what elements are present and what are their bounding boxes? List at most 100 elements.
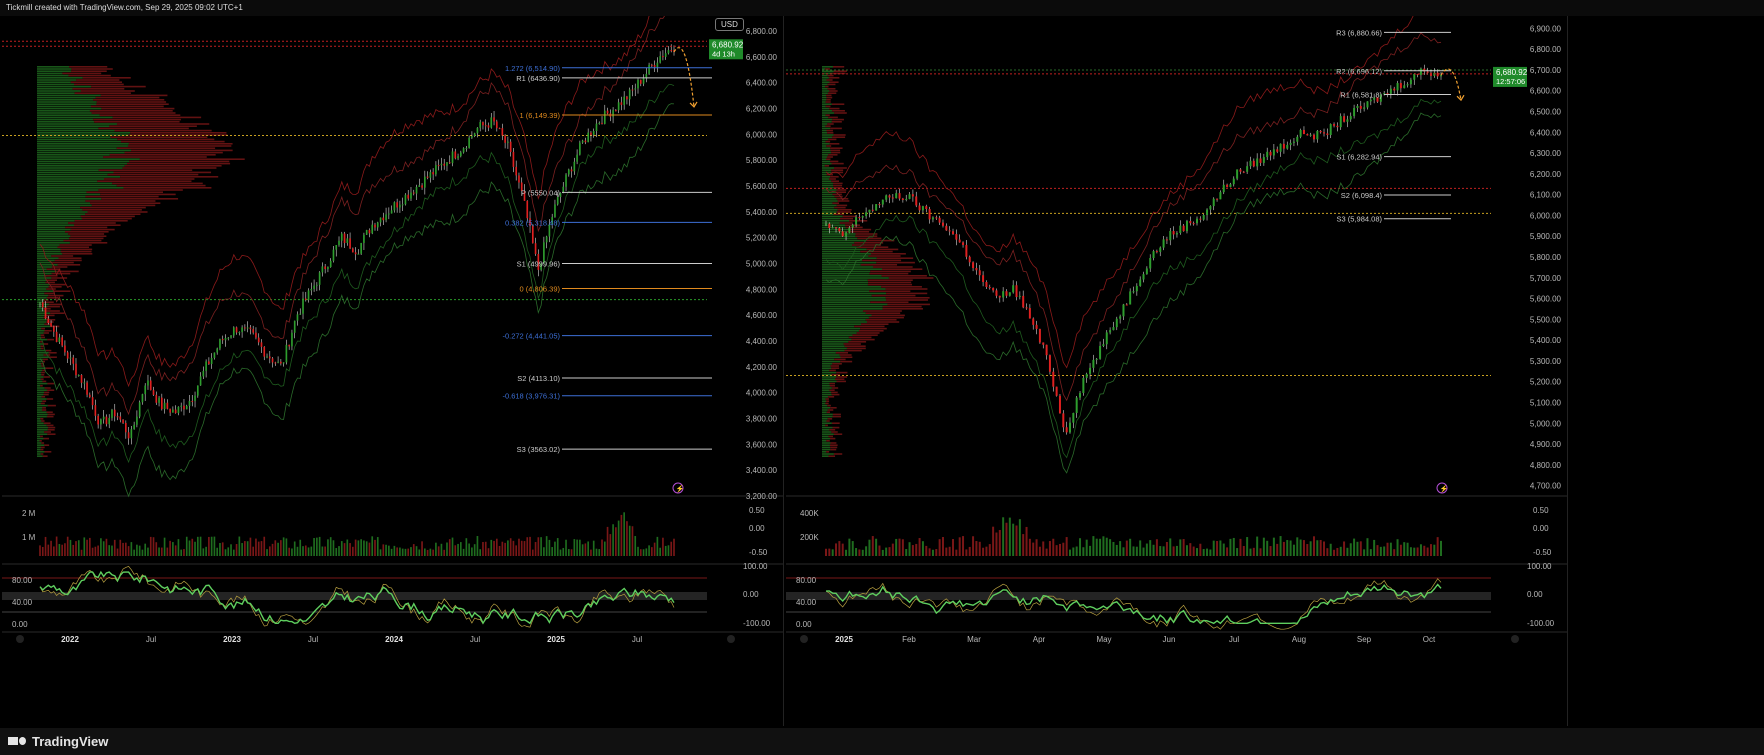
- candle-body: [86, 382, 88, 395]
- midline-band: [786, 592, 1491, 600]
- volume-profile-bar: [85, 195, 159, 198]
- candle-body: [662, 56, 664, 58]
- volume-bar: [158, 547, 160, 556]
- volume-bar: [1105, 537, 1108, 556]
- volume-profile-bar: [822, 387, 832, 389]
- left-chart-svg[interactable]: 6,800.006,600.006,400.006,200.006,000.00…: [2, 16, 783, 726]
- volume-bar: [459, 542, 462, 556]
- volume-bar: [1035, 539, 1038, 556]
- candle-body: [642, 78, 645, 84]
- volume-bar: [407, 548, 410, 556]
- volume-bar: [1179, 539, 1182, 556]
- volume-profile-bar: [37, 145, 128, 147]
- volume-bar: [213, 536, 216, 556]
- volume-profile-bar: [865, 319, 897, 321]
- x-tick-label: Oct: [1423, 635, 1436, 644]
- auto-scale-icon: [727, 635, 735, 643]
- volume-profile-bar: [37, 437, 44, 440]
- volume-bar: [124, 542, 127, 556]
- volume-bar: [891, 543, 894, 556]
- volume-profile-bar: [834, 167, 847, 169]
- candle-body: [357, 253, 360, 255]
- volume-bar: [895, 538, 898, 556]
- volume-bar: [1065, 537, 1068, 556]
- volume-profile-bar: [831, 169, 844, 171]
- volume-bar: [58, 543, 61, 556]
- candle-body: [199, 376, 202, 386]
- volume-profile-bar: [37, 261, 53, 264]
- left-chart-panel[interactable]: 6,800.00 6,600.00 6,400.00 6,200.00 6,000.00…: [2, 16, 784, 726]
- volume-bar: [838, 541, 841, 556]
- volume-profile-bar: [836, 376, 848, 378]
- volume-profile-bar: [59, 244, 92, 246]
- volume-profile-bar: [828, 435, 834, 438]
- volume-profile-bar: [37, 444, 45, 446]
- volume-bar: [1162, 546, 1165, 556]
- volume-profile-bar: [69, 66, 108, 68]
- volume-profile-bar: [42, 400, 47, 402]
- volume-bar: [246, 541, 249, 556]
- volume-bar: [501, 541, 504, 556]
- volume-profile-bar: [828, 77, 840, 79]
- candle-body: [1028, 308, 1031, 319]
- tradingview-logo[interactable]: TradingView: [8, 734, 108, 749]
- volume-profile-bar: [50, 325, 60, 328]
- volume-bar: [962, 536, 965, 556]
- volume-bar: [1353, 538, 1356, 556]
- volume-profile-bar: [97, 180, 192, 182]
- currency-badge[interactable]: USD: [715, 18, 744, 31]
- volume-bar: [1396, 539, 1399, 556]
- volume-bar: [1343, 541, 1346, 556]
- candle-body: [1219, 192, 1222, 200]
- candle-body: [1125, 304, 1128, 306]
- volume-profile-bar: [37, 206, 81, 209]
- volume-profile-bar: [831, 162, 844, 165]
- volume-bar: [584, 543, 587, 556]
- candle-body: [972, 262, 975, 269]
- candle-body: [230, 335, 232, 338]
- volume-profile-bar: [822, 160, 831, 163]
- level-label: 0 (4,806.39): [520, 284, 561, 293]
- volume-profile-bar: [96, 103, 169, 105]
- candle-body: [915, 196, 918, 206]
- volume-profile-bar: [830, 365, 840, 367]
- oscillator-left-label: 80.00: [12, 576, 33, 585]
- volume-bar: [587, 541, 590, 556]
- right-chart-panel[interactable]: 6,900.00 6,800.00 6,700.00 6,600.00 6,500.00…: [786, 16, 1568, 726]
- candle-body: [587, 132, 590, 143]
- volume-profile-bar: [831, 367, 840, 369]
- volume-profile-bar: [822, 165, 825, 167]
- right-chart-svg[interactable]: 6,900.006,800.006,700.006,600.006,500.00…: [786, 16, 1567, 726]
- candle-body: [244, 327, 246, 329]
- candle-body: [1129, 291, 1132, 305]
- candle-body: [955, 234, 958, 240]
- volume-profile-bar: [828, 455, 836, 457]
- volume-profile-bar: [822, 127, 831, 130]
- volume-bar: [1112, 541, 1115, 556]
- volume-bar: [299, 539, 302, 556]
- volume-profile-bar: [47, 382, 55, 385]
- volume-profile-bar: [827, 156, 833, 158]
- volume-profile-bar: [41, 442, 45, 444]
- volume-bar: [119, 539, 122, 556]
- volume-bar: [468, 543, 470, 556]
- volume-profile-bar: [832, 202, 840, 204]
- volume-profile-bar: [47, 338, 54, 341]
- volume-profile-bar: [41, 365, 45, 367]
- volume-bar: [537, 537, 540, 556]
- volume-profile-bar: [37, 158, 140, 160]
- volume-bar: [601, 539, 603, 556]
- candle-body: [651, 64, 653, 66]
- volume-profile-bar: [37, 297, 47, 299]
- volume-bar: [1058, 543, 1061, 556]
- volume-profile-bar: [37, 123, 118, 125]
- volume-bar: [64, 543, 66, 556]
- volume-profile-bar: [855, 233, 878, 235]
- price-label-box: [1493, 66, 1527, 87]
- candle-body: [399, 204, 401, 208]
- volume-bar: [523, 541, 526, 556]
- volume-bar: [385, 544, 387, 556]
- volume-profile-bar: [834, 112, 847, 114]
- volume-bar: [354, 539, 357, 556]
- candle-body: [881, 199, 884, 205]
